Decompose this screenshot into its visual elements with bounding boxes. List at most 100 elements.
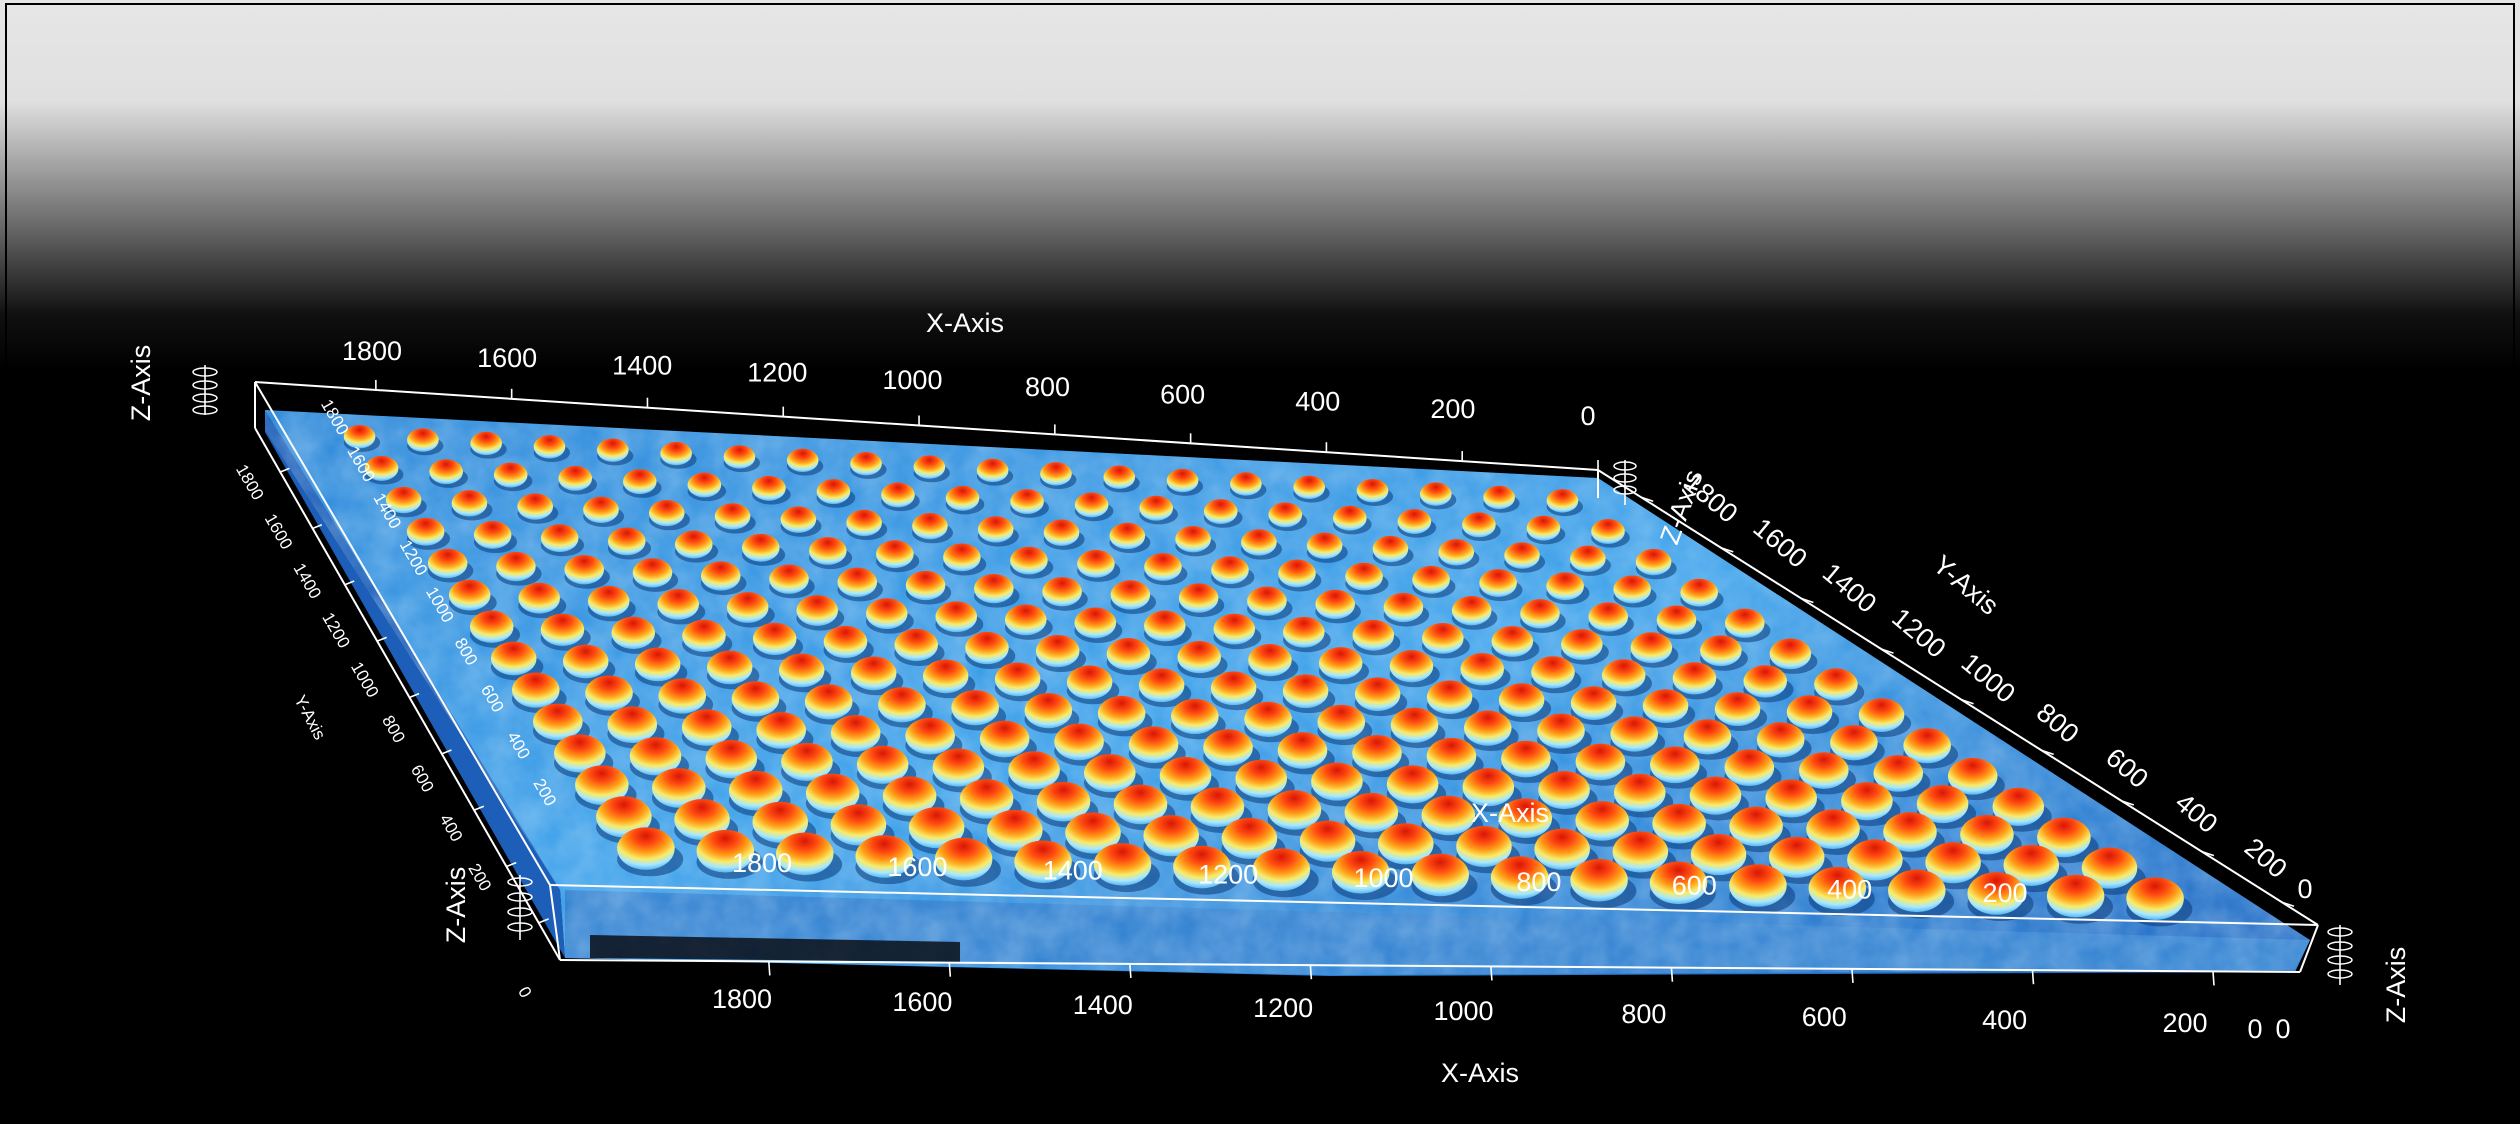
surface-bump: [1004, 604, 1053, 640]
surface-bump: [1520, 599, 1566, 633]
surface-bump: [657, 588, 706, 625]
x-tick-label-mid: 600: [1672, 871, 1717, 901]
surface-bump: [816, 479, 856, 508]
surface-bump: [470, 431, 507, 459]
surface-bump: [786, 448, 824, 476]
surface-bump: [1613, 773, 1674, 818]
surface-bump: [912, 512, 954, 544]
surface-bump: [1139, 495, 1178, 525]
surface-bump: [1858, 698, 1912, 738]
surface-bump: [1526, 515, 1566, 545]
surface-bump: [1683, 719, 1739, 760]
surface-bump: [728, 770, 791, 817]
surface-bump: [855, 835, 922, 885]
surface-bump: [1356, 479, 1394, 506]
x-tick-label-top: 1000: [882, 365, 942, 395]
frame-top-back: [254, 381, 1599, 471]
surface-bump: [1613, 575, 1657, 608]
x-tick-label-bottom: 1600: [892, 987, 952, 1017]
surface-bump: [781, 742, 841, 787]
surface-bump: [1024, 692, 1080, 734]
surface-bump: [1093, 843, 1160, 893]
surface-bump: [823, 625, 874, 663]
surface-bump: [1672, 662, 1723, 700]
surface-bump: [778, 653, 832, 693]
surface-bump: [1570, 858, 1637, 908]
surface-bump: [517, 493, 559, 524]
tick-mark: [2031, 970, 2035, 985]
surface-bump: [687, 472, 727, 502]
surface-bump: [493, 462, 533, 492]
surface-bump: [1630, 632, 1679, 668]
surface-bump: [1656, 605, 1703, 640]
surface-bump: [1144, 553, 1188, 586]
surface-bump: [674, 530, 719, 563]
surface-bump: [364, 455, 404, 485]
surface-bump: [1352, 735, 1410, 778]
surface-bump: [1610, 716, 1666, 757]
tick-marks: [279, 379, 2295, 986]
surface-bump: [1035, 634, 1086, 673]
tick-mark: [768, 961, 771, 976]
surface-bump: [865, 598, 914, 634]
x-tick-label-top: 200: [1430, 394, 1475, 424]
surface-bump: [1352, 619, 1401, 656]
surface-bump: [769, 564, 815, 599]
surface-bump: [1700, 635, 1748, 671]
frame-front-bottom: [559, 959, 2301, 973]
surface-bump: [809, 537, 853, 570]
surface-bump: [1724, 749, 1782, 792]
x-tick-label-bottom: 200: [2162, 1008, 2207, 1038]
x-tick-label-bottom: 600: [1802, 1002, 1847, 1032]
zero-label-right-c: 0: [2275, 1014, 2290, 1044]
tick-mark: [2212, 971, 2215, 986]
surface-bump: [1318, 647, 1369, 685]
x-tick-label-top: 1800: [342, 336, 402, 366]
tick-mark: [505, 861, 517, 868]
x-tick-label-bottom: 400: [1982, 1005, 2027, 1035]
surface-bump: [1531, 656, 1582, 694]
surface-bump: [611, 616, 662, 654]
surface-bump: [1504, 542, 1546, 573]
surface-bump: [1166, 468, 1204, 496]
surface-bump: [850, 656, 904, 696]
surface-bump: [1106, 637, 1157, 676]
z-axis-stack-topleft: [192, 365, 218, 415]
tick-mark: [311, 523, 323, 530]
surface-bump: [2126, 877, 2193, 927]
surface-bump: [1873, 755, 1931, 798]
x-tick-label-mid: 1200: [1198, 859, 1258, 889]
surface-bump: [1451, 596, 1498, 630]
tick-mark: [948, 962, 952, 977]
surface-bump: [1743, 665, 1794, 703]
surface-bump: [1479, 569, 1523, 602]
tick-mark: [2281, 901, 2295, 908]
surface-bump: [2046, 874, 2113, 924]
x-tick-label-mid: 1400: [1043, 856, 1103, 886]
surface-bump: [1143, 610, 1192, 647]
surface-bump: [540, 613, 591, 651]
surface-bump: [796, 595, 845, 631]
surface-bump: [406, 517, 451, 550]
x-tick-label-top: 1600: [477, 343, 537, 373]
surface-bump: [1546, 572, 1590, 605]
surface-bump: [1575, 743, 1633, 786]
surface-bump: [1282, 616, 1331, 653]
surface-bump: [1538, 770, 1598, 815]
surface-bump: [1570, 686, 1624, 726]
surface-bump: [726, 592, 775, 628]
surface-bump: [1588, 602, 1634, 637]
surface-bump: [1724, 608, 1771, 643]
surface-bump: [1765, 779, 1825, 824]
tick-mark: [1801, 597, 1814, 604]
tick-mark: [1490, 966, 1493, 981]
surface-bump: [1331, 850, 1399, 900]
surface-bump: [696, 829, 763, 879]
x-axis-title-mid: X-Axis: [1471, 798, 1549, 828]
surface-bump: [1138, 668, 1192, 708]
surface-bump: [1268, 502, 1308, 532]
tick-mark: [473, 805, 485, 812]
surface-bump: [583, 496, 625, 527]
surface-bump: [1103, 465, 1140, 493]
surface-bump: [1426, 737, 1484, 781]
